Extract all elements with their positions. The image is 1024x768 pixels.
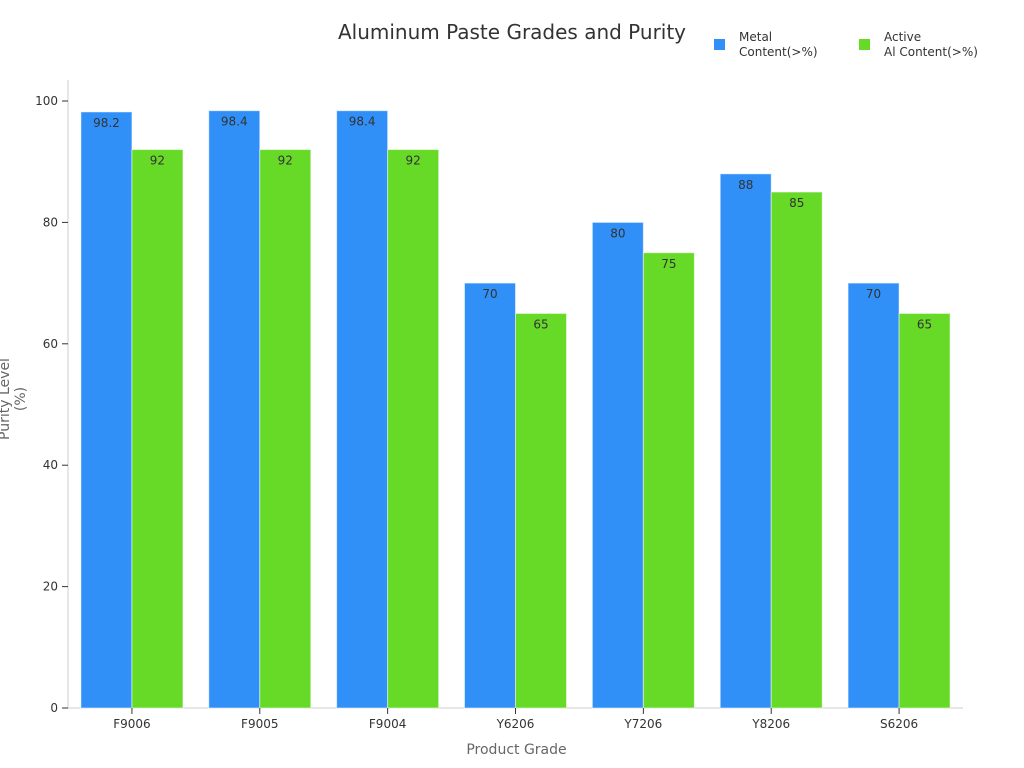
legend-swatch-metal (714, 39, 725, 50)
bar-value-label: 98.4 (221, 115, 248, 129)
bar-value-label: 98.4 (349, 115, 376, 129)
bar-value-label: 80 (610, 226, 625, 240)
bar-value-label: 92 (278, 154, 293, 168)
x-axis-label: Product Grade (466, 742, 567, 758)
bar-metal (208, 110, 261, 709)
legend: Metal Content(>%) Active Al Content(>%) (714, 30, 984, 60)
legend-label-metal-2: Content(>%) (739, 45, 818, 59)
bar-value-label: 92 (150, 154, 165, 168)
bar-active (131, 149, 184, 709)
x-tick-label: S6206 (880, 717, 918, 731)
x-tick-label: F9005 (241, 717, 278, 731)
x-tick-label: Y6206 (496, 717, 535, 731)
y-tick-label: 80 (43, 215, 58, 229)
bar-metal (464, 282, 516, 709)
bar-metal (591, 221, 644, 709)
bar-active (898, 312, 951, 709)
bar-active (642, 252, 695, 709)
chart-title: Aluminum Paste Grades and Purity (337, 20, 687, 44)
legend-label-active-2: Al Content(>%) (884, 45, 978, 59)
bar-value-label: 70 (482, 287, 497, 301)
y-tick-label: 20 (43, 580, 58, 594)
legend-swatch-active (859, 39, 870, 50)
legend-item-metal[interactable]: Metal Content(>%) (714, 30, 839, 60)
bar-metal (719, 173, 772, 709)
bar-value-label: 98.2 (93, 116, 120, 130)
bar-active (515, 312, 567, 709)
x-tick-label: Y8206 (751, 717, 790, 731)
bar-active (259, 149, 312, 709)
bar-metal (80, 111, 133, 709)
bar-active (770, 191, 823, 709)
legend-item-active[interactable]: Active Al Content(>%) (859, 30, 984, 60)
bar-value-label: 88 (738, 178, 753, 192)
bar-value-label: 85 (789, 196, 804, 210)
bar-value-label: 75 (661, 257, 676, 271)
x-tick-label: F9004 (369, 717, 406, 731)
bar-value-label: 65 (533, 317, 548, 331)
y-tick-label: 100 (35, 94, 58, 108)
y-tick-label: 60 (43, 337, 58, 351)
bar-metal (336, 110, 389, 709)
y-tick-label: 0 (50, 701, 58, 715)
y-axis-label: Purity Level (%) (0, 358, 29, 440)
bar-value-label: 65 (917, 317, 932, 331)
y-tick-label: 40 (43, 458, 58, 472)
x-tick-label: F9006 (113, 717, 150, 731)
bar-value-label: 70 (866, 287, 881, 301)
legend-label-metal-1: Metal (739, 30, 773, 44)
bar-metal (847, 282, 900, 709)
x-tick-label: Y7206 (623, 717, 662, 731)
bar-value-label: 92 (406, 154, 421, 168)
legend-label-active-1: Active (884, 30, 922, 44)
bar-active (387, 149, 440, 709)
